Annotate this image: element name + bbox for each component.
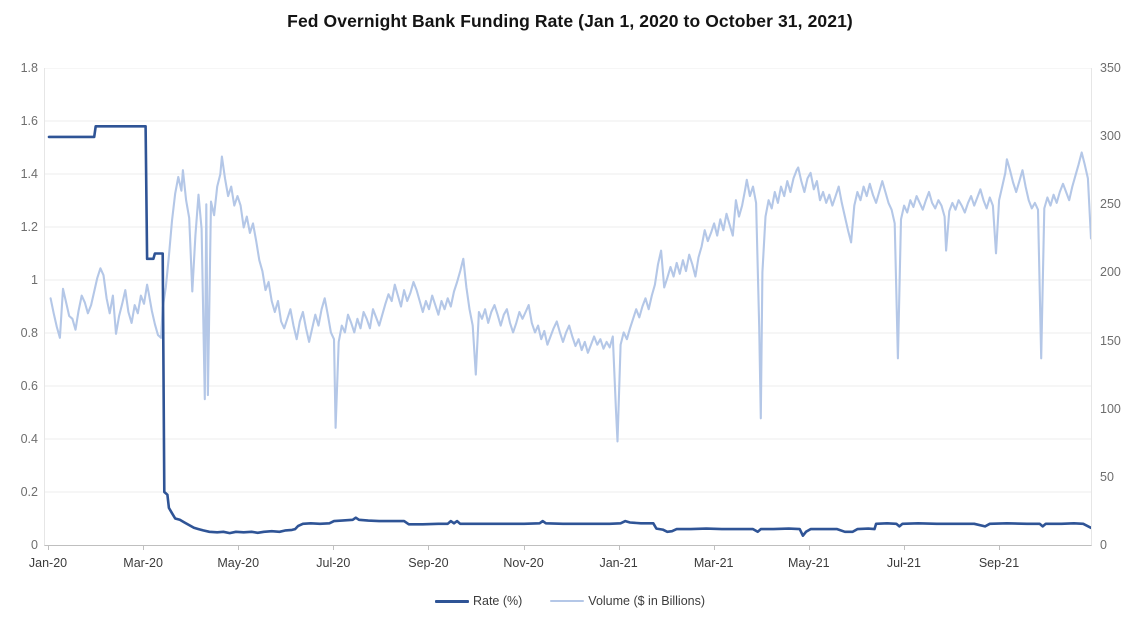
x-axis-tick-label: Nov-20 — [503, 556, 544, 570]
y-axis-right-tick-label: 250 — [1100, 197, 1121, 212]
x-axis-tick-label: May-20 — [217, 556, 260, 570]
x-axis-tick-mark — [903, 546, 905, 550]
y-axis-right-tick-label: 350 — [1100, 61, 1121, 75]
y-axis-right-tick-label: 50 — [1100, 469, 1114, 484]
y-axis-right-tick-label: 300 — [1100, 129, 1121, 144]
legend-item-rate: Rate (%) — [434, 594, 523, 608]
x-axis-tick-mark — [999, 546, 1000, 550]
x-axis-tick-mark — [143, 546, 145, 550]
y-axis-left-tick-label: 0.6 — [20, 379, 38, 393]
y-axis-right-tick-label: 0 — [1100, 538, 1107, 552]
x-axis-tick-label: Sep-21 — [978, 556, 1020, 570]
x-axis-tick-label: Mar-21 — [693, 556, 734, 570]
legend-label-volume: Volume ($ in Billions) — [588, 594, 706, 608]
chart-legend: Rate (%) Volume ($ in Billions) — [0, 594, 1140, 608]
x-axis-tick-mark — [428, 546, 430, 550]
legend-item-volume: Volume ($ in Billions) — [550, 594, 705, 608]
y-axis-left-tick-label: 0.2 — [20, 485, 38, 499]
x-axis-tick-label: Mar-20 — [123, 556, 163, 570]
y-axis-left-tick-label: 1.6 — [20, 114, 38, 128]
x-axis-tick-mark — [238, 546, 240, 550]
chart-canvas — [45, 68, 1091, 538]
x-axis-tick-mark — [618, 546, 620, 550]
y-axis-left-tick-label: 1 — [31, 273, 38, 287]
x-axis-tick-label: May-21 — [787, 556, 830, 570]
y-axis-right-tick-label: 100 — [1100, 401, 1121, 416]
y-axis-left-tick-label: 0.4 — [20, 432, 38, 446]
x-axis-tick-label: Jul-21 — [886, 556, 921, 570]
y-axis-left-tick-label: 1.4 — [20, 167, 38, 181]
x-axis-tick-label: Jan-20 — [28, 556, 68, 570]
x-axis-tick-mark — [713, 546, 715, 550]
x-axis-tick-mark — [48, 546, 49, 550]
y-axis-right-tick-label: 200 — [1100, 265, 1121, 280]
y-axis-left-tick-label: 1.8 — [20, 61, 38, 75]
plot-area — [44, 68, 1092, 546]
legend-label-rate: Rate (%) — [472, 594, 523, 608]
x-axis-tick-mark — [808, 546, 810, 550]
x-axis-tick-label: Sep-20 — [408, 556, 449, 570]
y-axis-right-tick-label: 150 — [1100, 333, 1121, 348]
rate-line — [47, 124, 1091, 538]
x-axis-tick-label: Jan-21 — [599, 556, 638, 570]
y-axis-left-tick-label: 1.2 — [20, 220, 38, 234]
x-axis-tick-mark — [523, 546, 525, 550]
y-axis-left-tick-label: 0 — [31, 538, 38, 552]
volume-line — [49, 151, 1091, 443]
chart-title: Fed Overnight Bank Funding Rate (Jan 1, … — [287, 11, 853, 31]
x-axis-tick-label: Jul-20 — [316, 556, 351, 570]
x-axis-tick-mark — [333, 546, 335, 550]
volume-line-swatch — [550, 599, 585, 603]
rate-line-swatch — [434, 599, 469, 603]
y-axis-left-tick-label: 0.8 — [20, 326, 38, 340]
